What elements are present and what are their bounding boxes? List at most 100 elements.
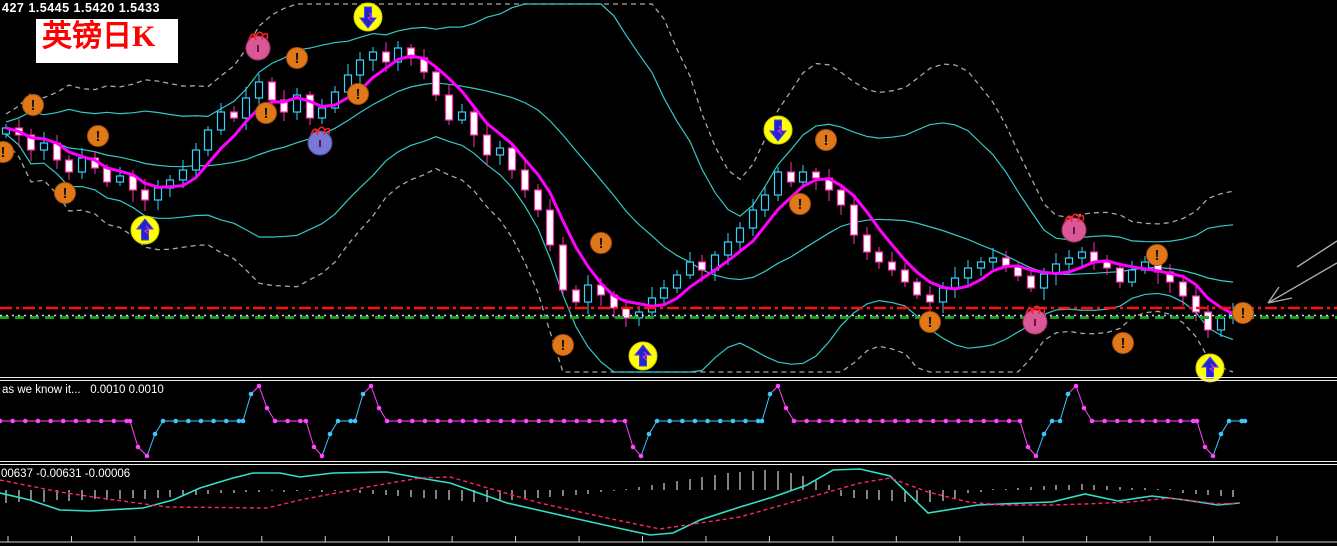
candle-up: [1064, 257, 1074, 265]
semaphore-segment: [370, 385, 380, 409]
exclamation-icon: !: [87, 125, 109, 147]
semaphore-dot: [646, 431, 652, 437]
semaphore-dot: [60, 418, 66, 424]
fast-ma-line: [5, 54, 1234, 315]
exclamation-icon: !: [1146, 244, 1168, 266]
exclamation-icon: !: [590, 232, 612, 254]
chart-title-text: 英镑日K: [42, 20, 156, 53]
sell-arrow-icon: [763, 115, 793, 145]
macd-main-line: [0, 468, 1241, 536]
semaphore-dot: [612, 418, 617, 424]
semaphore-dot: [335, 418, 341, 424]
semaphore-segment: [378, 407, 388, 422]
candle-down: [786, 171, 796, 183]
semaphore-dot: [705, 418, 710, 424]
rose-pink-icon: [1061, 213, 1087, 243]
semaphore-dot: [667, 418, 672, 424]
semaphore-segment: [129, 420, 139, 448]
semaphore-segment: [1083, 407, 1093, 422]
candle-down: [482, 134, 492, 156]
exclamation-icon: !: [0, 141, 14, 163]
semaphore-segment: [648, 420, 658, 435]
semaphore-dot: [880, 418, 885, 424]
semaphore-dot: [1049, 418, 1055, 424]
ohlc-readout: 427 1.5445 1.5420 1.5433: [2, 1, 160, 15]
candle-down: [64, 159, 74, 173]
semaphore-dot: [272, 418, 278, 424]
semaphore-dot: [1202, 444, 1208, 450]
candle-up: [798, 171, 808, 183]
semaphore-dot: [352, 418, 358, 424]
semaphore-dot: [968, 418, 974, 424]
candle-up: [355, 59, 365, 76]
candle-down: [267, 81, 277, 101]
indicator2-label: 00637 -0.00631 -0.00006: [1, 468, 131, 480]
semaphore-dot: [1006, 418, 1012, 424]
chart-title-box[interactable]: 英镑日K: [36, 19, 178, 63]
semaphore-dot: [1041, 431, 1047, 437]
semaphore-dot: [842, 418, 847, 424]
semaphore-dot: [248, 391, 254, 397]
semaphore-dot: [622, 418, 628, 424]
exclamation-icon: !: [54, 182, 76, 204]
svg-text:!: !: [1, 144, 6, 161]
candle-up: [748, 209, 758, 229]
semaphore-dot: [311, 444, 317, 450]
semaphore-dot: [867, 418, 873, 424]
semaphore-dot: [86, 418, 91, 424]
semaphore-dot: [152, 431, 158, 437]
semaphore-dot: [587, 418, 592, 424]
svg-text:!: !: [824, 132, 829, 149]
candle-up: [773, 171, 783, 196]
semaphore-segment: [1075, 385, 1085, 409]
candle-up: [153, 187, 163, 201]
semaphore-segment: [1220, 420, 1230, 435]
semaphore-dot: [743, 418, 748, 424]
semaphore-segment: [1043, 420, 1053, 435]
candle-down: [431, 71, 441, 96]
candle-up: [203, 129, 213, 151]
semaphore-segment: [305, 420, 315, 448]
candle-up: [963, 267, 973, 279]
semaphore-dot: [319, 453, 325, 459]
candle-down: [305, 94, 315, 119]
semaphore-dot: [1210, 453, 1216, 459]
band-upper-line: [5, 3, 1234, 243]
semaphore-dot: [376, 405, 382, 411]
semaphore-dot: [198, 418, 204, 424]
semaphore-dot: [397, 418, 402, 424]
semaphore-dot: [1239, 418, 1244, 424]
panel-divider: [0, 464, 1337, 465]
semaphore-dot: [680, 418, 685, 424]
semaphore-dot: [905, 418, 911, 424]
exclamation-icon: !: [552, 334, 574, 356]
pointer-annotation-arrow: [1267, 240, 1337, 304]
rose-pink-icon: [1022, 305, 1048, 335]
semaphore-dot: [943, 418, 949, 424]
candle-down: [520, 169, 530, 191]
semaphore-segment: [1196, 420, 1206, 448]
semaphore-segment: [354, 393, 364, 422]
semaphore-dot: [1140, 418, 1145, 424]
band-lower-line: [5, 133, 1234, 373]
semaphore-segment: [777, 385, 787, 409]
semaphore-dot: [23, 418, 28, 424]
candle-up: [115, 175, 125, 183]
semaphore-dot: [111, 418, 117, 424]
svg-text:!: !: [599, 235, 604, 252]
semaphore-dot: [360, 391, 366, 397]
semaphore-dot: [435, 418, 440, 424]
candle-up: [216, 111, 226, 131]
semaphore-dot: [327, 431, 333, 437]
buy-arrow-icon: [628, 341, 658, 371]
semaphore-dot: [1152, 418, 1158, 424]
candle-down: [849, 204, 859, 236]
candle-up: [659, 287, 669, 299]
candle-up: [583, 284, 593, 303]
candle-up: [950, 277, 960, 289]
semaphore-dot: [1081, 405, 1087, 411]
semaphore-dot: [348, 418, 353, 424]
buy-arrow-icon: [1195, 353, 1225, 383]
candle-down: [469, 111, 479, 136]
